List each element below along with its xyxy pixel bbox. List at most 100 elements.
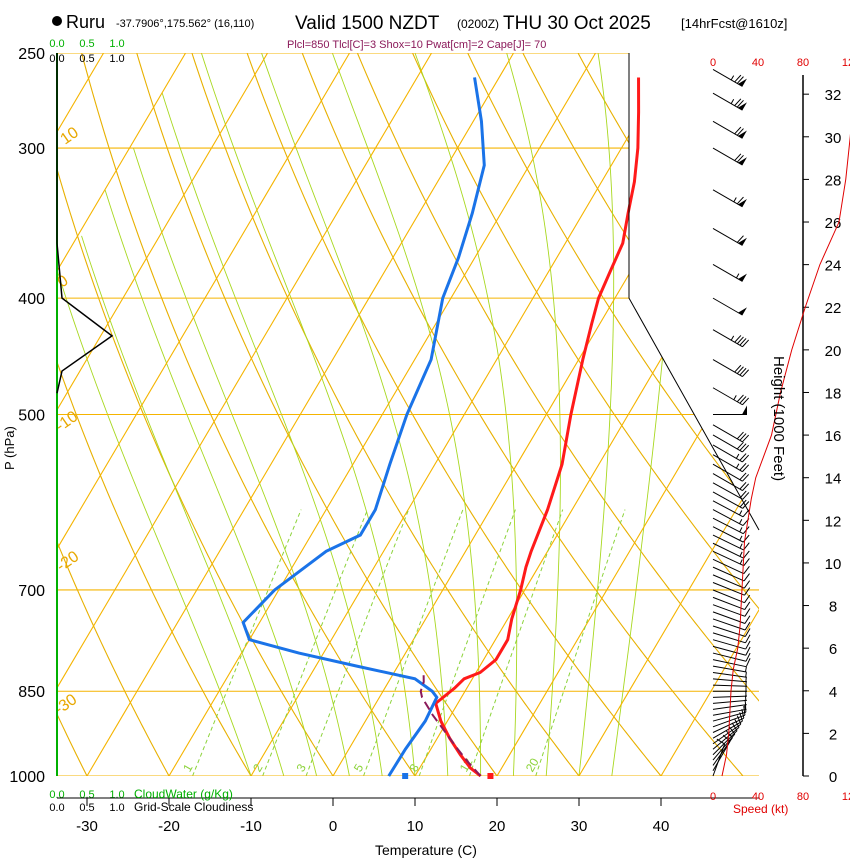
barb-staff bbox=[713, 388, 742, 405]
barb-staff bbox=[713, 425, 742, 442]
speed-tick-bottom: 0 bbox=[710, 791, 716, 803]
cloudwater-label: CloudWater (g/Kg) bbox=[134, 787, 233, 801]
height-tick-label: 30 bbox=[825, 130, 842, 147]
barb-half bbox=[736, 454, 739, 458]
height-tick-label: 24 bbox=[825, 258, 842, 275]
barb-pennant bbox=[742, 406, 747, 415]
station-dot-icon bbox=[52, 16, 62, 26]
wind-barb bbox=[713, 575, 750, 588]
surface-dewpoint-marker bbox=[402, 773, 408, 779]
utc-time: (0200Z) bbox=[457, 17, 499, 31]
barb-staff bbox=[713, 597, 745, 609]
barb-staff bbox=[713, 685, 747, 686]
wind-barb bbox=[713, 666, 746, 672]
height-tick-label: 14 bbox=[825, 471, 842, 488]
pressure-tick-label: 700 bbox=[18, 583, 45, 600]
barb-staff bbox=[713, 551, 744, 565]
temp-tick-label: 0 bbox=[329, 818, 337, 835]
wind-barb bbox=[713, 298, 747, 315]
wind-barb bbox=[713, 425, 749, 442]
mixing-ratio-label: 8 bbox=[407, 761, 423, 774]
barb-staff bbox=[713, 567, 744, 581]
height-tick-label: 28 bbox=[825, 172, 842, 189]
wind-barbs bbox=[713, 69, 750, 776]
mixing-ratio-line bbox=[306, 510, 409, 776]
barb-staff bbox=[713, 535, 744, 550]
temp-tick-label: 10 bbox=[407, 818, 424, 835]
barb-flag bbox=[745, 595, 750, 603]
cloudiness-label: Grid-Scale Cloudiness bbox=[134, 800, 253, 814]
mixing-ratio-line bbox=[263, 510, 368, 776]
wind-barb bbox=[713, 148, 747, 165]
height-tick-label: 2 bbox=[829, 726, 837, 743]
cloud-scale-bottom2: 1.0 bbox=[109, 802, 124, 814]
profile-dewpoint bbox=[243, 77, 484, 776]
wind-barb bbox=[713, 612, 750, 624]
dry-adiabat bbox=[799, 53, 850, 776]
height-tick-label: 22 bbox=[825, 300, 842, 317]
barb-half bbox=[734, 198, 737, 202]
mixing-ratio-label: 1 bbox=[180, 761, 196, 774]
temp-tick-label: -20 bbox=[158, 818, 180, 835]
barb-staff bbox=[713, 696, 747, 697]
wind-barb bbox=[713, 93, 747, 110]
barb-staff bbox=[713, 298, 742, 315]
wind-barb bbox=[713, 590, 750, 603]
height-tick-label: 0 bbox=[829, 769, 837, 786]
height-tick-label: 4 bbox=[829, 684, 837, 701]
barb-half bbox=[734, 395, 737, 399]
speed-tick-top: 40 bbox=[752, 57, 764, 69]
station-name: Ruru bbox=[66, 12, 105, 32]
mixing-ratio-line bbox=[419, 510, 515, 776]
barb-flag bbox=[745, 616, 750, 624]
barb-half bbox=[736, 464, 739, 468]
forecast-date: THU 30 Oct 2025 bbox=[503, 13, 651, 34]
height-tick-label: 20 bbox=[825, 343, 842, 360]
barb-staff bbox=[713, 228, 742, 245]
speed-axis-label: Speed (kt) bbox=[733, 802, 788, 816]
speed-tick-top: 0 bbox=[710, 57, 716, 69]
isotherm-label: 20 bbox=[696, 379, 720, 403]
wind-barb bbox=[713, 518, 749, 533]
temp-tick-label: -30 bbox=[76, 818, 98, 835]
speed-tick-bottom: 12 bbox=[842, 791, 850, 803]
wind-barb bbox=[713, 69, 747, 86]
barb-flag bbox=[744, 566, 750, 573]
barb-staff bbox=[713, 721, 742, 738]
barb-staff bbox=[713, 731, 737, 755]
barb-staff bbox=[713, 501, 743, 517]
speed-tick-top: 80 bbox=[797, 57, 809, 69]
temp-tick-label: 20 bbox=[489, 818, 506, 835]
barb-staff bbox=[713, 483, 743, 499]
wind-barb bbox=[713, 691, 747, 697]
isotherm-label: -30 bbox=[52, 691, 81, 718]
plot-border bbox=[629, 53, 759, 530]
mixing-ratio-label: 20 bbox=[523, 755, 542, 774]
speed-tick-top: 12 bbox=[842, 57, 850, 69]
height-axis-title: Height (1000 Feet) bbox=[770, 356, 787, 481]
wind-barb bbox=[713, 388, 749, 405]
wind-barb bbox=[713, 681, 747, 686]
wind-barb bbox=[713, 619, 750, 630]
cloud-scale-bottom: 1.0 bbox=[109, 789, 124, 801]
barb-staff bbox=[713, 626, 745, 637]
barb-staff bbox=[713, 559, 744, 573]
wind-barb bbox=[713, 330, 749, 347]
height-tick-label: 18 bbox=[825, 385, 842, 402]
wind-barb bbox=[713, 264, 747, 281]
wind-barb bbox=[713, 445, 749, 462]
pressure-tick-label: 250 bbox=[18, 46, 45, 63]
height-tick-label: 16 bbox=[825, 428, 842, 445]
barb-half bbox=[740, 527, 742, 531]
wind-barb bbox=[713, 190, 747, 207]
cloud-scale-top: 1.0 bbox=[109, 38, 124, 50]
barb-half bbox=[740, 544, 742, 548]
wind-barb bbox=[713, 677, 747, 682]
wind-barb bbox=[713, 121, 747, 138]
wind-barb bbox=[713, 672, 747, 677]
wind-barb bbox=[713, 435, 749, 452]
cloud-scale-bottom: 0.0 bbox=[49, 789, 64, 801]
cloud-scale-top2: 1.0 bbox=[109, 53, 124, 65]
